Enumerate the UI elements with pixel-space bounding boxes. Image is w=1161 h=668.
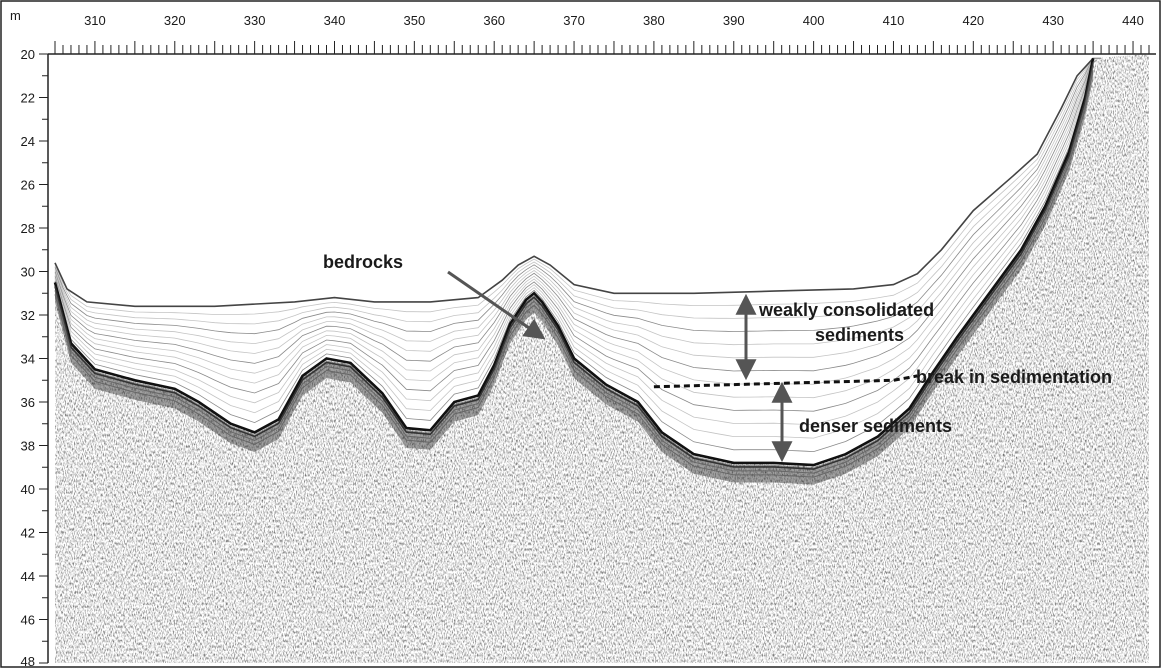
annotation-weakly-consolidated-line2: sediments [815,325,904,345]
y-tick-label: 32 [21,308,35,323]
y-tick-label: 36 [21,395,35,410]
x-tick-label: 390 [723,13,745,28]
sediment-layer-line [54,57,1102,315]
y-tick-label: 38 [21,439,35,454]
annotation-weakly-consolidated-line1: weakly consolidated [758,300,934,320]
annotation-denser-sediments: denser sediments [799,416,952,436]
x-tick-label: 310 [84,13,106,28]
basement-echo-line [54,66,1094,474]
seabed-reflector [54,57,1094,308]
basement-echo-line [54,70,1094,478]
x-tick-label: 420 [962,13,984,28]
y-tick-label: 46 [21,613,35,628]
y-tick-label: 30 [21,265,35,280]
y-tick-label: 28 [21,221,35,236]
x-tick-label: 350 [403,13,425,28]
y-tick-label: 44 [21,569,35,584]
basement-reflector [53,58,1095,467]
dense-reflector-region [55,60,1094,485]
sediment-layer-line [54,57,1102,412]
x-tick-label: 400 [803,13,825,28]
weakly-consolidated-layers [54,57,1102,453]
sediment-layer-line [54,57,1102,439]
sediment-layer-line [54,57,1102,426]
bedrocks-arrow [447,270,546,340]
x-axis-ticks: 310 320 330 340 350 360 370 380 390 400 410 420 430 4… [54,13,1150,54]
sediment-layer-line [54,57,1102,385]
sub-seabed-noise-region [55,54,1149,663]
annotations: bedrocks weakly consolidated sediments b… [323,252,1112,463]
y-tick-label: 20 [21,47,35,62]
sediment-layer-line [54,57,1102,346]
y-tick-label: 34 [21,352,35,367]
sediment-layer-line [54,57,1102,453]
x-tick-label: 320 [164,13,186,28]
y-tick-label: 24 [21,134,35,149]
x-unit-label: m [10,8,21,23]
y-tick-label: 42 [21,526,35,541]
y-tick-label: 48 [21,654,35,668]
x-tick-label: 430 [1042,13,1064,28]
y-tick-label: 40 [21,482,35,497]
plot-area [53,54,1149,663]
annotation-bedrocks: bedrocks [323,252,403,272]
annotation-break-in-sedimentation: break in sedimentation [916,367,1112,387]
y-axis-ticks: 20 22 24 26 28 30 32 34 36 38 40 42 44 46 48 [21,47,48,668]
x-tick-label: 410 [883,13,905,28]
sediment-layer-line [54,57,1102,399]
break-in-sedimentation-line [653,374,918,389]
x-tick-label: 370 [563,13,585,28]
x-tick-label: 340 [324,13,346,28]
x-tick-label: 440 [1122,13,1144,28]
x-tick-label: 380 [643,13,665,28]
basement-echo-lines [54,62,1094,478]
y-tick-label: 26 [21,178,35,193]
sediment-layer-line [54,57,1102,335]
x-tick-label: 330 [244,13,266,28]
x-tick-label: 360 [483,13,505,28]
sediment-layer-line [54,57,1102,325]
y-tick-label: 22 [21,91,35,106]
basement-echo-line [54,62,1094,470]
sediment-layer-line [54,57,1102,359]
sediment-layer-line [54,57,1102,372]
